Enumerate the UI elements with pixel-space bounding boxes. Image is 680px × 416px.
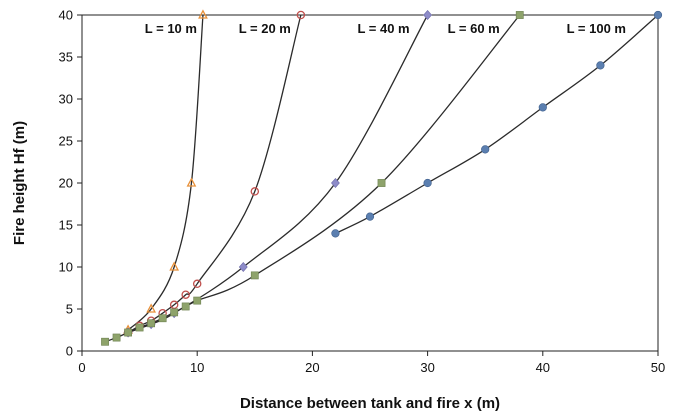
data-point [158, 314, 167, 323]
data-point [169, 261, 180, 271]
x-tick-label: 20 [305, 360, 319, 375]
y-tick-label: 25 [59, 134, 73, 149]
data-point [147, 319, 156, 328]
data-point [653, 10, 663, 20]
x-tick-label: 50 [651, 360, 665, 375]
x-tick-label: 0 [78, 360, 85, 375]
y-tick-label: 35 [59, 50, 73, 65]
data-point [538, 103, 547, 112]
data-point [135, 323, 144, 332]
data-point [146, 303, 156, 313]
series-line-5 [335, 14, 659, 234]
y-tick-label: 20 [59, 176, 73, 191]
series-line-4 [104, 14, 521, 343]
y-tick-label: 10 [59, 260, 73, 275]
data-point [515, 11, 524, 19]
y-axis: 0 5 10 15 20 25 30 35 40 [59, 8, 82, 359]
series-line-2 [127, 14, 302, 334]
series-label-3: L = 40 m [357, 21, 409, 36]
data-point [101, 337, 109, 346]
data-point [365, 212, 375, 221]
y-tick-label: 40 [59, 8, 73, 23]
data-point [198, 9, 208, 19]
series-label-5: L = 100 m [567, 21, 626, 36]
series-line-1 [127, 14, 204, 331]
data-point [296, 10, 306, 20]
data-point [238, 262, 248, 272]
data-point [377, 179, 386, 187]
data-point [192, 279, 202, 289]
x-tick-label: 30 [420, 360, 434, 375]
data-point [250, 271, 259, 280]
series-markers [101, 9, 663, 346]
data-point [331, 178, 340, 188]
data-point [112, 333, 121, 342]
x-axis-title: Distance between tank and fire x (m) [240, 395, 500, 412]
data-point [170, 308, 179, 317]
data-point [331, 229, 340, 238]
series-line-3 [127, 14, 429, 334]
y-tick-label: 30 [59, 92, 73, 107]
y-tick-label: 15 [59, 218, 73, 233]
data-point [193, 296, 202, 305]
series-label-2: L = 20 m [239, 21, 291, 36]
y-tick-label: 5 [66, 302, 73, 317]
data-point [124, 328, 132, 337]
y-axis-title: Fire height Hf (m) [11, 121, 28, 245]
y-tick-label: 0 [66, 344, 73, 359]
data-point [481, 145, 490, 154]
data-point [250, 187, 260, 196]
data-point [186, 177, 197, 187]
plot-border [81, 14, 659, 352]
data-point [181, 302, 190, 311]
x-axis: 0 10 20 30 40 50 [78, 351, 665, 375]
series-labels: L = 10 m L = 20 m L = 40 m L = 60 m L = 100 … [145, 21, 626, 36]
data-point [423, 178, 432, 188]
x-tick-label: 10 [190, 360, 204, 375]
plot-area [81, 14, 659, 352]
x-tick-label: 40 [536, 360, 550, 375]
data-point [181, 290, 190, 299]
series-label-1: L = 10 m [145, 21, 197, 36]
data-point [596, 61, 605, 70]
series-label-4: L = 60 m [448, 21, 500, 36]
data-point [423, 10, 433, 20]
